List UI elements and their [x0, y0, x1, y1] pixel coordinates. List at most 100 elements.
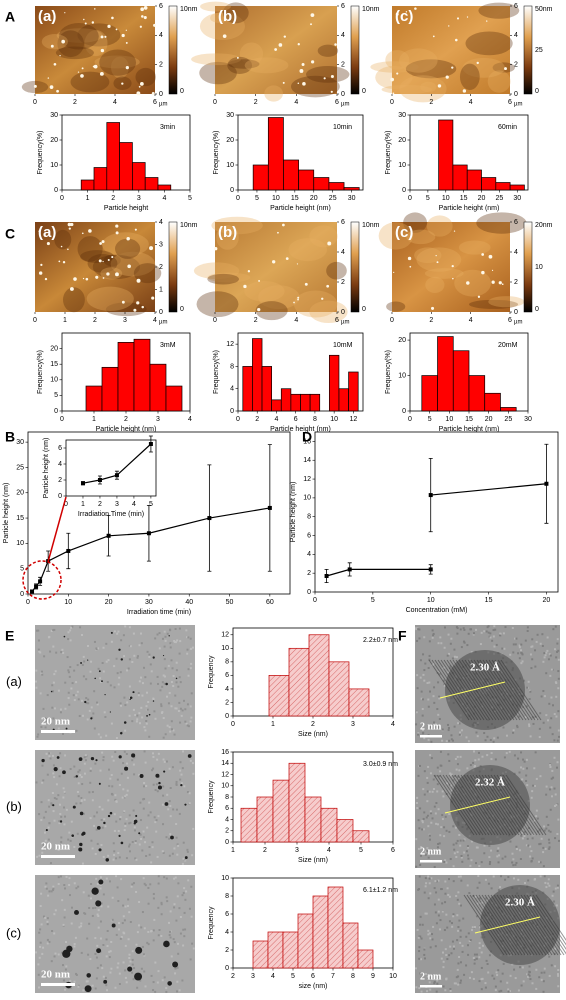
noise	[434, 945, 437, 948]
lattice	[460, 774, 502, 836]
noise	[555, 766, 558, 769]
noise	[473, 953, 476, 956]
noise	[157, 906, 160, 909]
x-tick-label: 4	[294, 99, 298, 106]
noise	[530, 796, 533, 799]
nanoparticle	[175, 677, 178, 680]
noise	[100, 905, 103, 908]
noise	[545, 672, 548, 675]
nanoparticle	[103, 979, 108, 984]
unit: µm	[159, 102, 167, 108]
noise	[184, 708, 187, 711]
noise	[115, 736, 118, 739]
particle	[285, 257, 289, 260]
bar	[509, 184, 525, 191]
noise	[467, 632, 470, 635]
noise	[511, 852, 514, 855]
noise	[545, 785, 548, 788]
noise	[553, 952, 556, 955]
nanoparticle	[180, 783, 183, 787]
noise	[495, 971, 498, 974]
noise	[438, 726, 441, 729]
noise	[459, 935, 462, 938]
noise	[152, 892, 155, 895]
noise	[139, 676, 142, 679]
noise	[421, 821, 424, 824]
noise	[135, 858, 138, 861]
noise	[100, 680, 103, 683]
noise	[491, 974, 494, 977]
noise	[119, 937, 122, 940]
noise	[101, 661, 104, 664]
particle	[149, 246, 154, 251]
noise	[64, 941, 67, 944]
noise	[458, 833, 461, 836]
noise	[430, 877, 433, 880]
noise	[540, 837, 543, 840]
noise	[550, 668, 553, 671]
particle	[141, 15, 144, 18]
noise	[500, 989, 503, 992]
noise	[60, 836, 63, 839]
particle	[115, 231, 119, 235]
noise	[455, 894, 458, 897]
noise	[189, 637, 192, 640]
noise	[174, 641, 177, 644]
noise	[152, 939, 155, 942]
noise	[173, 733, 176, 736]
terrain	[57, 30, 85, 58]
x-tick-label: 4	[162, 195, 166, 202]
noise	[95, 828, 98, 831]
lattice	[440, 659, 482, 721]
noise	[477, 751, 480, 754]
terrain	[425, 276, 445, 294]
x-axis-label: Particle height (nm)	[96, 426, 157, 433]
noise	[438, 849, 441, 852]
noise	[143, 954, 146, 957]
x-tick-label: 5	[188, 195, 192, 202]
noise	[188, 792, 191, 795]
noise	[96, 842, 99, 845]
colorbar-label: 50nm	[535, 6, 553, 13]
y-tick-label: 2	[341, 62, 345, 69]
noise	[535, 809, 538, 812]
noise	[143, 927, 146, 930]
noise	[427, 933, 430, 936]
noise	[139, 979, 142, 982]
image-label: (c)	[395, 224, 413, 241]
noise	[62, 923, 65, 926]
noise	[529, 690, 532, 693]
noise	[449, 642, 452, 645]
terrain	[264, 85, 283, 102]
noise	[128, 953, 131, 956]
x-tick-label: 15	[291, 195, 299, 202]
noise	[546, 636, 549, 639]
marker	[38, 579, 43, 584]
noise	[479, 926, 482, 929]
noise	[146, 941, 149, 944]
noise	[553, 739, 556, 742]
terrain	[55, 46, 94, 60]
noise	[169, 910, 172, 913]
marker	[106, 533, 111, 538]
noise	[147, 814, 150, 817]
noise	[551, 769, 554, 772]
noise	[435, 822, 438, 825]
particle	[491, 280, 495, 284]
noise	[431, 790, 434, 793]
bar	[495, 182, 511, 191]
noise	[428, 932, 431, 935]
noise	[93, 640, 96, 643]
noise	[506, 981, 509, 984]
noise	[118, 856, 121, 859]
noise	[437, 642, 440, 645]
lattice	[494, 659, 536, 721]
noise	[45, 882, 48, 885]
noise	[143, 726, 146, 729]
particle	[85, 277, 89, 281]
noise	[91, 914, 94, 917]
noise	[165, 990, 168, 993]
x-tick-label: 2	[73, 99, 77, 106]
noise	[549, 674, 552, 677]
particle	[125, 29, 127, 31]
